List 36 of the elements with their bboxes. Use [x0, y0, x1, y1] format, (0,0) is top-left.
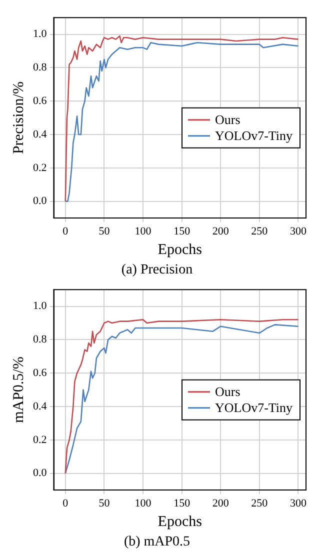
x-tick-label: 250: [251, 225, 268, 238]
legend-label: YOLOv7-Tiny: [215, 128, 294, 144]
y-tick-label: 0.0: [33, 195, 48, 208]
x-tick-label: 150: [174, 225, 191, 238]
y-tick-label: 1.0: [33, 28, 48, 40]
x-axis-title: Epochs: [158, 242, 202, 258]
x-axis-title: Epochs: [158, 514, 202, 530]
y-tick-label: 0.6: [33, 366, 48, 379]
x-tick-label: 0: [62, 497, 69, 510]
y-tick-label: 0.0: [33, 467, 48, 480]
x-tick-label: 50: [98, 497, 110, 510]
x-tick-label: 100: [134, 225, 152, 238]
text: (a) Precision: [121, 262, 193, 278]
legend-label: YOLOv7-Tiny: [215, 400, 294, 416]
x-tick-label: 250: [251, 497, 268, 510]
y-tick-label: 0.4: [33, 128, 48, 140]
x-tick-label: 50: [98, 225, 110, 238]
y-tick-label: 0.8: [33, 334, 48, 346]
x-tick-label: 100: [134, 497, 152, 510]
y-tick-label: 0.2: [33, 434, 47, 446]
x-tick-label: 150: [174, 497, 191, 510]
x-tick-label: 0: [62, 225, 69, 238]
legend-label: Ours: [215, 384, 240, 400]
x-tick-label: 200: [212, 497, 230, 510]
text: (b) mAP0.5: [124, 534, 190, 550]
y-axis-title: Precision/%: [10, 82, 27, 154]
legend-label: Ours: [215, 112, 240, 128]
y-tick-label: 0.2: [33, 162, 47, 174]
y-tick-label: 0.6: [33, 94, 48, 107]
y-tick-label: 1.0: [33, 300, 48, 312]
x-tick-label: 200: [212, 225, 230, 238]
x-tick-label: 300: [290, 225, 307, 238]
y-tick-label: 0.8: [33, 62, 48, 74]
x-tick-label: 300: [290, 497, 307, 510]
y-tick-label: 0.4: [33, 400, 48, 412]
y-axis-title: mAP0.5/%: [10, 356, 27, 423]
